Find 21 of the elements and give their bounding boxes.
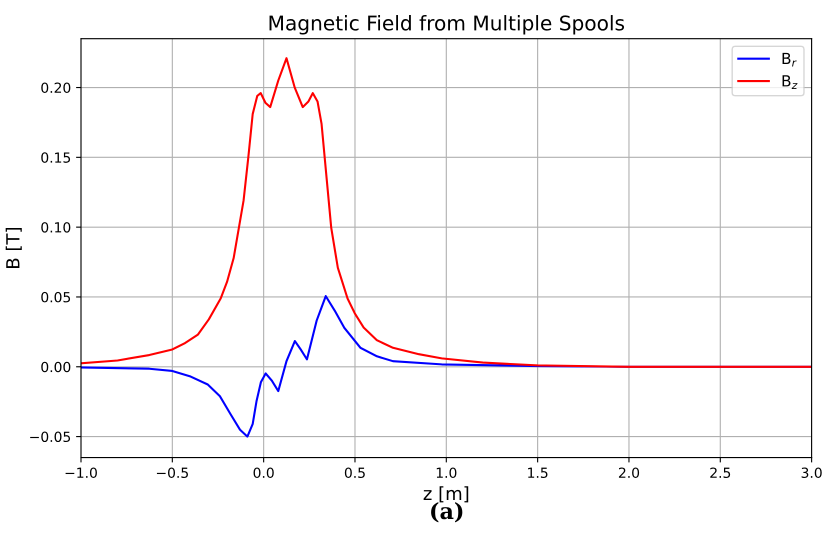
y-axis-title: B [T]: [6, 228, 22, 268]
x-tick-label: 1.0: [436, 467, 456, 478]
x-tick-label: 0.0: [254, 467, 274, 478]
x-tick-label: −0.5: [156, 467, 188, 478]
x-tick-label: −1.0: [66, 467, 97, 478]
x-tick-label: 1.5: [528, 468, 548, 478]
chart-title: Magnetic Field from Multiple Spools: [270, 15, 624, 35]
x-axis-title: z [m]: [424, 486, 468, 502]
legend-label: B$_{r}$: [782, 52, 797, 67]
y-tick-label: 0.20: [41, 82, 70, 94]
x-tick-label: 3.0: [802, 467, 822, 478]
text: (a): [431, 502, 462, 522]
x-tick-label: 0.5: [344, 467, 365, 478]
x-tick-label: 2.0: [618, 467, 640, 478]
y-tick-label: 0.10: [41, 222, 70, 233]
y-tick-label: 0.15: [41, 152, 70, 163]
y-tick-label: −0.05: [30, 432, 70, 442]
x-tick-label: 2.5: [710, 467, 730, 478]
y-tick-label: 0.05: [41, 292, 70, 302]
legend-label: B$_{z}$: [782, 75, 798, 89]
y-tick-label: 0.00: [41, 362, 70, 372]
